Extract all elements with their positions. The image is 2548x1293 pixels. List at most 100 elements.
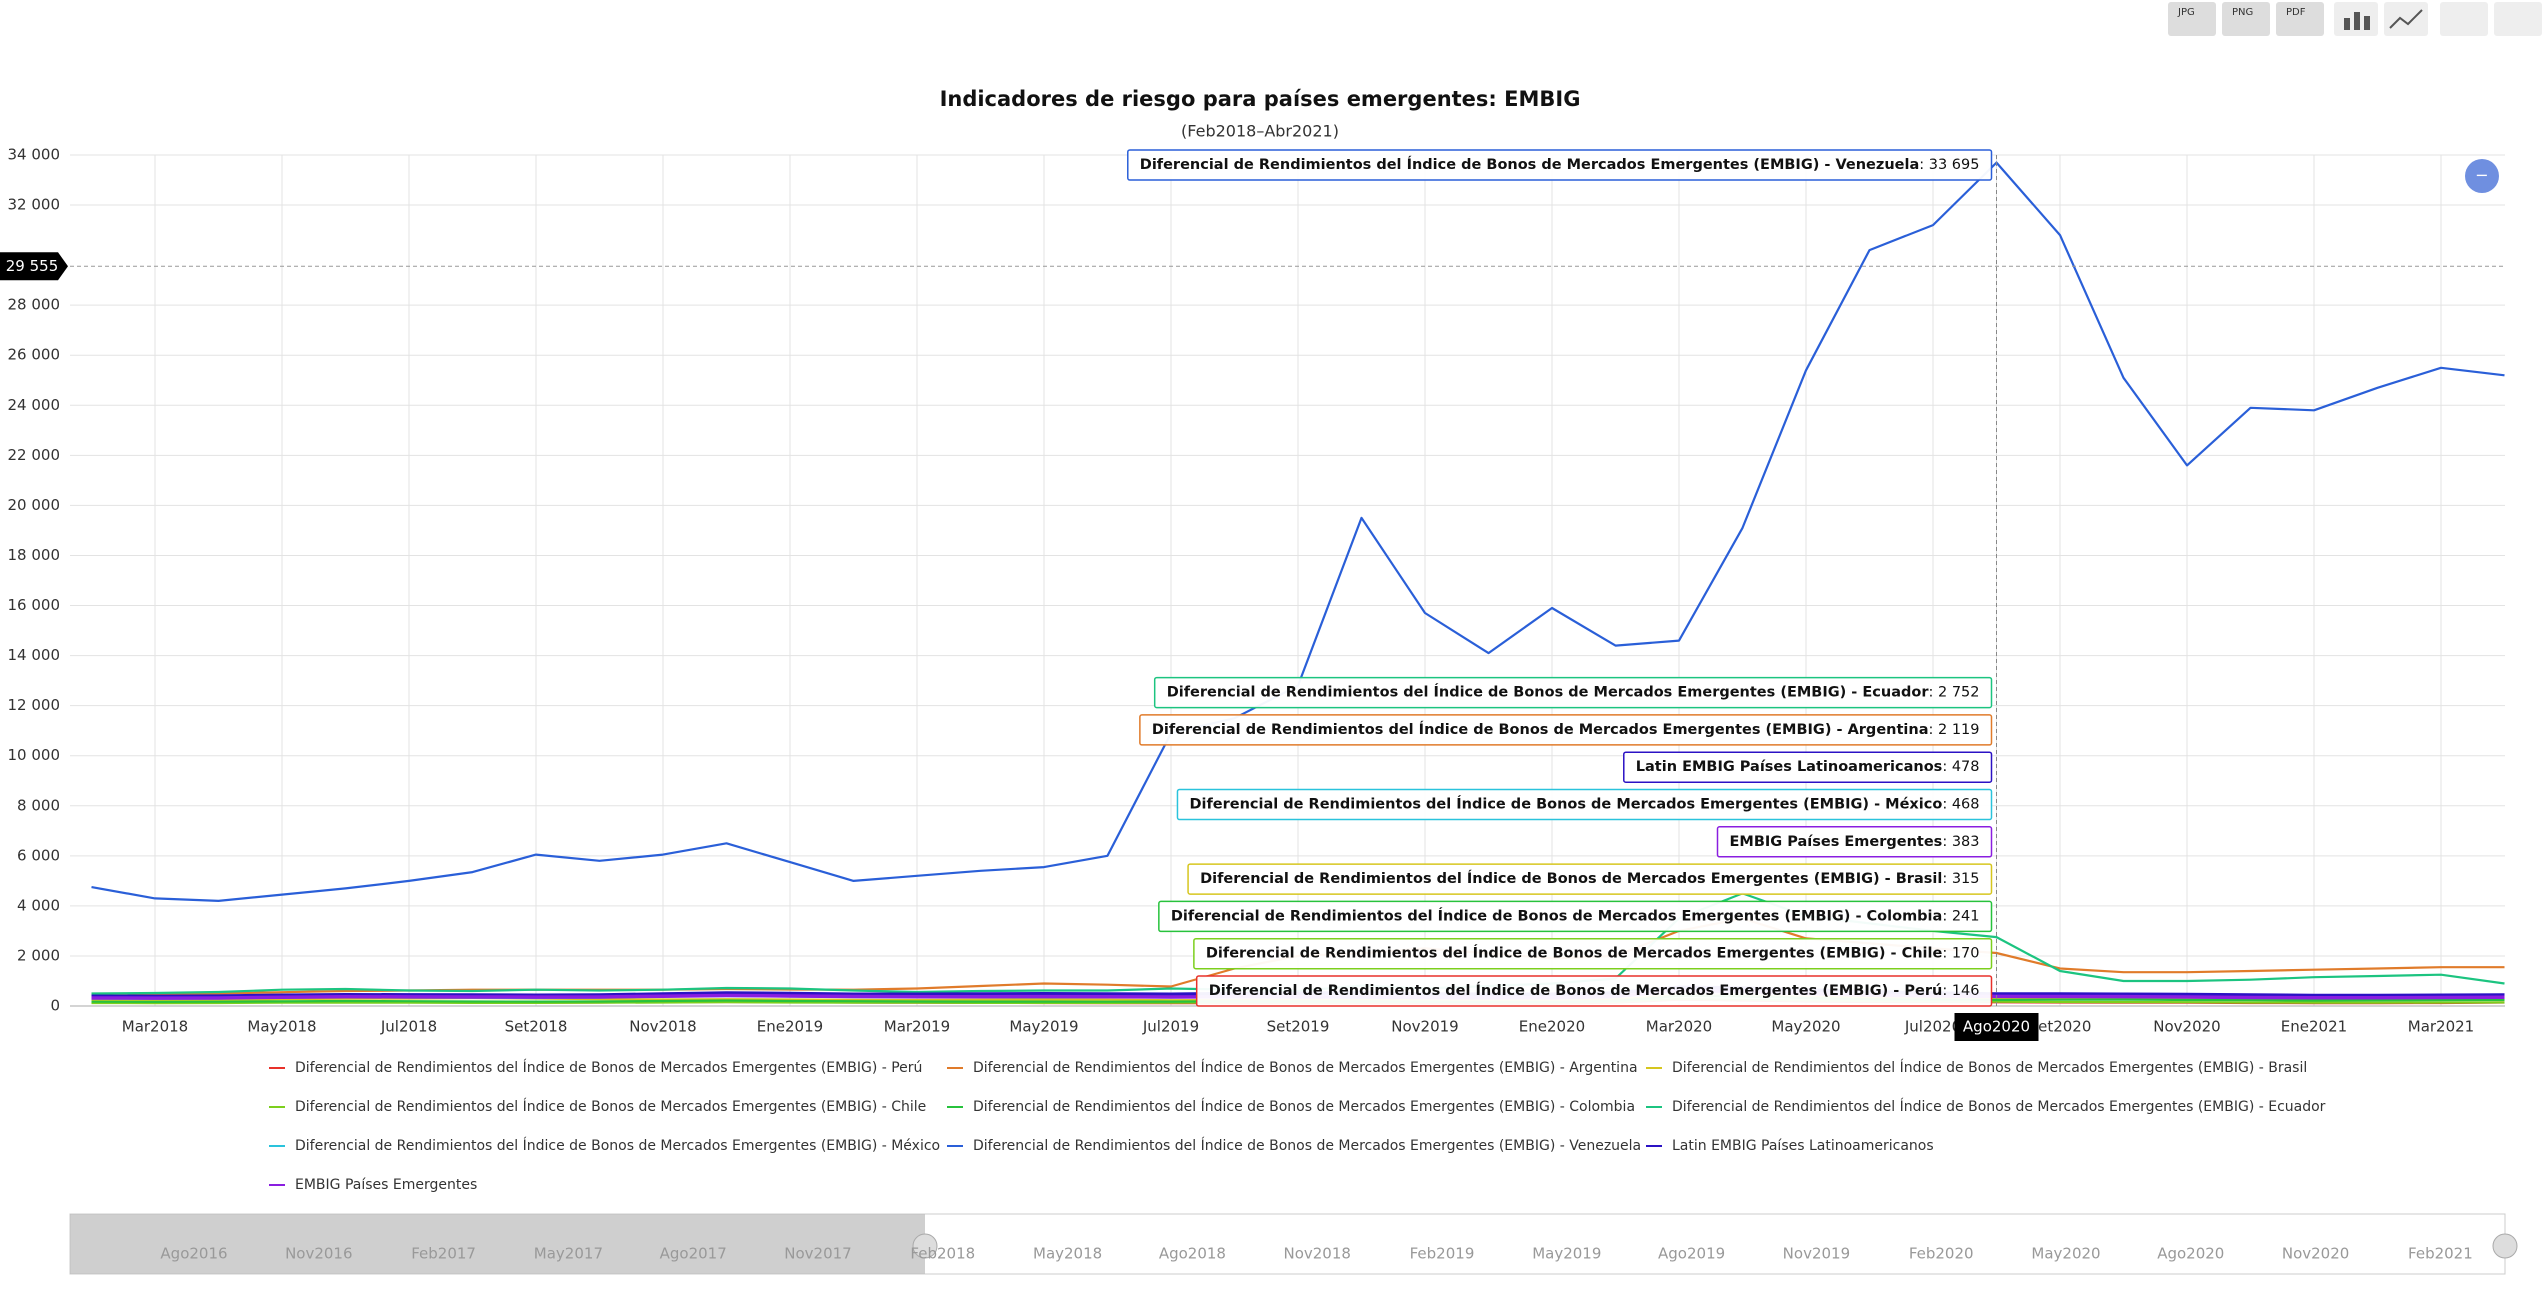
tooltip: Diferencial de Rendimientos del Índice d… xyxy=(1193,937,1993,970)
export-png-button[interactable] xyxy=(2222,2,2270,36)
y-tick-label: 4 000 xyxy=(17,896,60,914)
line-view-button[interactable] xyxy=(2384,2,2428,36)
tooltip-box xyxy=(1195,975,1993,1007)
tooltip-separator: : xyxy=(1942,908,1952,924)
table-view-button[interactable] xyxy=(2440,2,2488,36)
export-label: PDF xyxy=(2286,7,2306,18)
tooltip-text: Diferencial de Rendimientos del Índice d… xyxy=(1200,870,1979,887)
tooltip-separator: : xyxy=(1942,946,1952,962)
navigator-label: Nov2019 xyxy=(1783,1245,1850,1263)
y-tick-label: 2 000 xyxy=(17,946,60,964)
tooltip: Diferencial de Rendimientos del Índice d… xyxy=(1158,900,1993,933)
tooltip-series-name: Latin EMBIG Países Latinoamericanos xyxy=(1636,759,1943,775)
chart-subtitle: (Feb2018–Abr2021) xyxy=(1181,122,1339,141)
tooltip-series-name: Diferencial de Rendimientos del Índice d… xyxy=(1140,156,1919,173)
legend-item[interactable]: Diferencial de Rendimientos del Índice d… xyxy=(1646,1098,2326,1115)
tooltip: Diferencial de Rendimientos del Índice d… xyxy=(1176,788,1993,821)
legend-label: Diferencial de Rendimientos del Índice d… xyxy=(295,1137,940,1154)
navigator: Ago2016 Nov2016 Feb2017 May2017 Ago2017 Nov20… xyxy=(69,1213,2518,1275)
legend-item[interactable]: Latin EMBIG Países Latinoamericanos xyxy=(1646,1138,1934,1154)
tooltip-value: 315 xyxy=(1952,871,1980,887)
legend-item[interactable]: Diferencial de Rendimientos del Índice d… xyxy=(947,1059,1638,1076)
legend-label: Latin EMBIG Países Latinoamericanos xyxy=(1672,1138,1934,1154)
tooltip-box xyxy=(1187,863,1993,895)
y-tick-label: 26 000 xyxy=(8,346,61,364)
legend-item[interactable]: Diferencial de Rendimientos del Índice d… xyxy=(1646,1059,2307,1076)
navigator-label: Ago2016 xyxy=(160,1245,227,1263)
tooltip-value: 383 xyxy=(1952,834,1980,850)
legend-item[interactable]: Diferencial de Rendimientos del Índice d… xyxy=(269,1098,926,1115)
navigator-handle[interactable] xyxy=(912,1233,938,1259)
x-tick-label: May2020 xyxy=(1771,1018,1840,1036)
legend-item[interactable]: Diferencial de Rendimientos del Índice d… xyxy=(947,1098,1635,1115)
y-tick-label: 0 xyxy=(50,997,60,1015)
tooltip-separator: : xyxy=(1942,983,1952,999)
reset-zoom-button[interactable] xyxy=(2465,159,2499,193)
tooltip-value: 478 xyxy=(1952,759,1980,775)
bar-icon xyxy=(2344,12,2370,30)
tooltip-value: 2 752 xyxy=(1938,685,1980,701)
x-tick-label: Mar2018 xyxy=(122,1018,188,1036)
x-tick-label: Set2020 xyxy=(2029,1018,2092,1036)
tooltip-box xyxy=(1127,149,1993,181)
reset-zoom-label: − xyxy=(2475,166,2488,185)
x-tick-label: Ene2021 xyxy=(2281,1018,2347,1036)
x-tick-label: Ene2020 xyxy=(1519,1018,1585,1036)
export-pdf-button[interactable] xyxy=(2276,2,2324,36)
y-tick-label: 10 000 xyxy=(8,746,61,764)
navigator-label: Feb2021 xyxy=(2408,1245,2473,1263)
crosshair-x-label: Ago2020 xyxy=(1963,1018,2030,1036)
tooltip-value: 468 xyxy=(1952,797,1980,813)
crosshair-y-box xyxy=(0,252,68,281)
tooltip-separator: : xyxy=(1942,797,1952,813)
legend-item[interactable]: Diferencial de Rendimientos del Índice d… xyxy=(269,1137,940,1154)
navigator-handle[interactable] xyxy=(2492,1233,2518,1259)
tooltip: Diferencial de Rendimientos del Índice d… xyxy=(1187,863,1993,895)
tooltip-separator: : xyxy=(1942,834,1952,850)
export-jpg-button[interactable] xyxy=(2168,2,2216,36)
navigator-label: Nov2016 xyxy=(285,1245,352,1263)
tooltip-separator: : xyxy=(1942,871,1952,887)
y-tick-label: 20 000 xyxy=(8,496,61,514)
tooltip: Diferencial de Rendimientos del Índice d… xyxy=(1153,676,1993,709)
navigator-label: Nov2017 xyxy=(784,1245,851,1263)
legend-label: Diferencial de Rendimientos del Índice d… xyxy=(1672,1098,2326,1115)
reset-zoom[interactable]: − xyxy=(2465,159,2499,193)
tooltip-text: EMBIG Países Emergentes: 383 xyxy=(1730,834,1980,850)
tooltip-series-name: Diferencial de Rendimientos del Índice d… xyxy=(1206,945,1943,962)
tooltip-value: 33 695 xyxy=(1929,157,1980,173)
toolbar: JPG PNG PDF xyxy=(2168,2,2542,36)
x-tick-label: Mar2019 xyxy=(884,1018,950,1036)
tooltip-box xyxy=(1153,676,1993,709)
navigator-label: Ago2019 xyxy=(1658,1245,1725,1263)
tooltips: Diferencial de Rendimientos del Índice d… xyxy=(1127,149,1993,1007)
tooltip: EMBIG Países Emergentes: 383 xyxy=(1716,826,1993,858)
navigator-label: Feb2020 xyxy=(1909,1245,1974,1263)
line-icon xyxy=(2389,9,2423,29)
x-tick-label: Jul2020 xyxy=(1904,1018,1961,1036)
tooltip-box xyxy=(1716,826,1993,858)
x-tick-label: Mar2020 xyxy=(1646,1018,1712,1036)
legend-item[interactable]: EMBIG Países Emergentes xyxy=(269,1177,477,1193)
x-tick-label: Jul2018 xyxy=(380,1018,437,1036)
fullscreen-button[interactable] xyxy=(2494,2,2542,36)
x-tick-label: Jul2019 xyxy=(1142,1018,1199,1036)
tooltip-series-name: Diferencial de Rendimientos del Índice d… xyxy=(1171,907,1942,924)
legend-item[interactable]: Diferencial de Rendimientos del Índice d… xyxy=(269,1059,922,1076)
legend-item[interactable]: Diferencial de Rendimientos del Índice d… xyxy=(947,1137,1641,1154)
x-tick-label: Set2018 xyxy=(505,1018,568,1036)
export-label: JPG xyxy=(2177,7,2195,18)
navigator-label: Feb2019 xyxy=(1410,1245,1475,1263)
y-tick-label: 12 000 xyxy=(8,696,61,714)
legend-label: EMBIG Países Emergentes xyxy=(295,1177,477,1193)
x-tick-label: May2018 xyxy=(247,1018,316,1036)
legend-label: Diferencial de Rendimientos del Índice d… xyxy=(973,1098,1635,1115)
tooltip-text: Diferencial de Rendimientos del Índice d… xyxy=(1140,156,1980,173)
export-label: PNG xyxy=(2232,7,2253,18)
y-tick-label: 14 000 xyxy=(8,646,61,664)
x-tick-label: Nov2018 xyxy=(629,1018,696,1036)
tooltip-series-name: Diferencial de Rendimientos del Índice d… xyxy=(1200,870,1942,887)
navigator-label: May2017 xyxy=(534,1245,603,1263)
tooltip-separator: : xyxy=(1942,759,1952,775)
navigator-label: Ago2020 xyxy=(2157,1245,2224,1263)
